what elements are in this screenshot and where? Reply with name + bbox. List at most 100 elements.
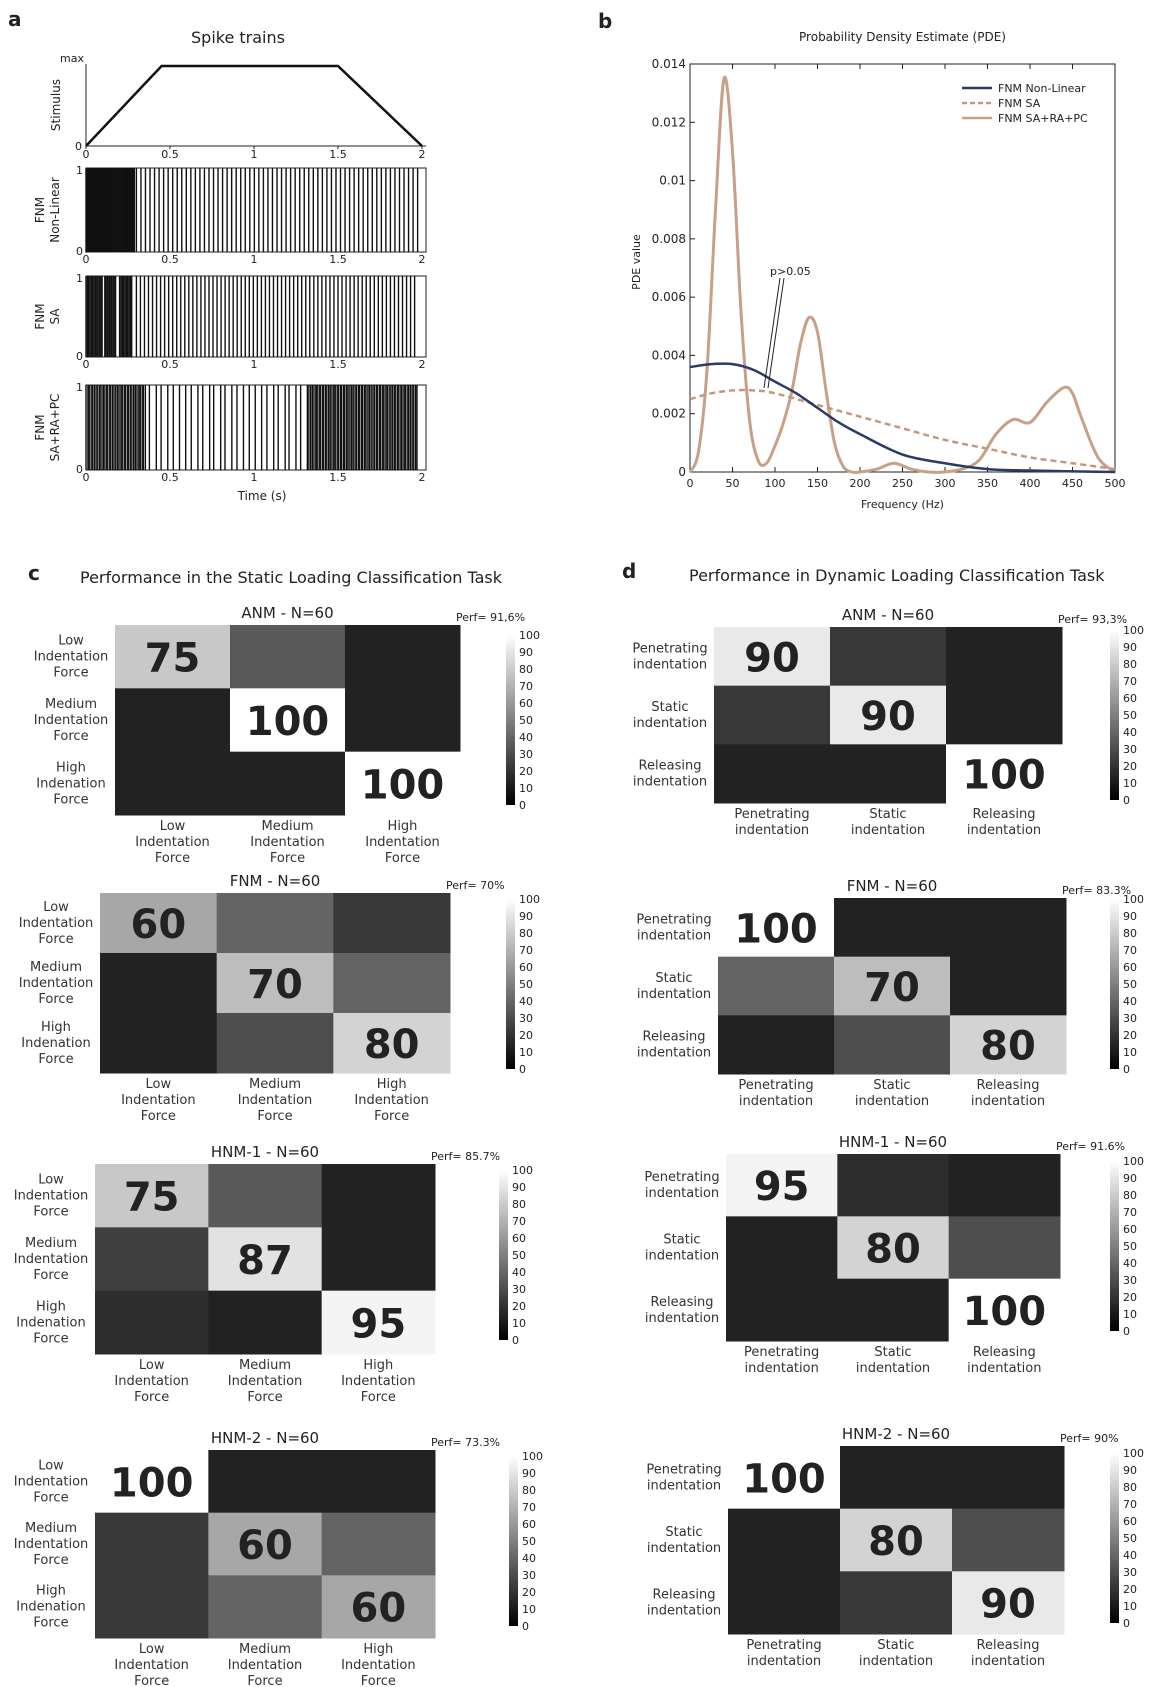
- column-label: indentation: [851, 823, 925, 838]
- colorbar-tick-label: 60: [519, 697, 533, 710]
- raster-ylabel: SA+RA+PC: [48, 394, 62, 462]
- colorbar-tick-label: 10: [522, 1603, 536, 1616]
- matrix-title: HNM-2 - N=60: [842, 1425, 950, 1443]
- row-label: Force: [33, 1268, 68, 1283]
- pde-title: Probability Density Estimate (PDE): [799, 30, 1006, 44]
- row-label: indentation: [645, 1249, 719, 1264]
- column-label: Force: [361, 1390, 396, 1405]
- spike-trains-title: Spike trains: [191, 28, 285, 47]
- raster-x-tick-label: 1.5: [329, 471, 347, 484]
- row-label: Indentation: [14, 1474, 89, 1489]
- column-label: Force: [257, 1109, 292, 1124]
- column-label: Indentation: [354, 1093, 429, 1108]
- row-label: Force: [33, 1553, 68, 1568]
- row-label: Medium: [30, 960, 82, 975]
- raster-ylabel: Non-Linear: [48, 177, 62, 243]
- row-label: Force: [33, 1490, 68, 1505]
- column-label: Indentation: [228, 1658, 303, 1673]
- pde-y-tick-label: 0.008: [652, 232, 686, 246]
- matrix-diagonal-value: 60: [237, 1523, 293, 1569]
- annotation-pointer-line: [763, 277, 781, 389]
- matrix-cell: [216, 893, 334, 954]
- colorbar-tick-label: 50: [519, 978, 533, 991]
- matrix-cell: [208, 1450, 323, 1514]
- raster-x-tick-label: 2: [419, 358, 426, 371]
- column-label: High: [388, 819, 418, 834]
- raster-x-tick-label: 0: [83, 471, 90, 484]
- colorbar-tick-label: 90: [519, 646, 533, 659]
- matrix-cell: [837, 1278, 950, 1342]
- column-label: High: [363, 1642, 393, 1657]
- confusion-matrix-c-fnm: FNM - N=60 Perf= 70%607080LowIndentationF…: [19, 872, 540, 1124]
- row-label: Indenation: [21, 1036, 90, 1051]
- row-label: indentation: [645, 1311, 719, 1326]
- matrix-cell: [728, 1571, 841, 1635]
- legend-label: FNM SA: [998, 97, 1041, 110]
- colorbar-tick-label: 40: [512, 1266, 526, 1279]
- colorbar-tick-label: 60: [1123, 1515, 1137, 1528]
- pde-x-tick-label: 0: [687, 477, 694, 490]
- column-label: Releasing: [973, 1345, 1036, 1360]
- column-label: Indentation: [250, 835, 325, 850]
- matrix-diagonal-value: 95: [754, 1164, 810, 1210]
- pde-x-tick-label: 300: [935, 477, 956, 490]
- column-label: Penetrating: [738, 1078, 813, 1093]
- row-label: indentation: [647, 1604, 721, 1619]
- matrix-diagonal-value: 60: [350, 1586, 406, 1632]
- pde-x-tick-label: 50: [726, 477, 740, 490]
- row-label: indentation: [647, 1478, 721, 1493]
- colorbar-tick-label: 30: [1123, 1566, 1137, 1579]
- row-label: Releasing: [653, 1588, 716, 1603]
- pde-series-fnm-sa-ra-pc: [688, 75, 1116, 475]
- colorbar-tick-label: 0: [1123, 794, 1130, 807]
- raster-x-tick-label: 0.5: [161, 358, 179, 371]
- matrix-title: FNM - N=60: [847, 877, 938, 895]
- matrix-cell: [840, 1508, 953, 1572]
- row-label: Indentation: [14, 1189, 89, 1204]
- colorbar: [506, 635, 515, 805]
- column-label: indentation: [747, 1654, 821, 1669]
- colorbar-tick-label: 30: [519, 748, 533, 761]
- matrix-cell: [728, 1508, 841, 1572]
- confusion-matrix-d-anm: ANM - N=60 Perf= 93,3%9090100Penetratingi…: [632, 606, 1144, 838]
- row-label: Indentation: [14, 1252, 89, 1267]
- colorbar-tick-label: 10: [512, 1317, 526, 1330]
- row-label: indentation: [637, 1046, 711, 1061]
- row-label: Releasing: [639, 759, 702, 774]
- matrix-cell: [728, 1446, 841, 1510]
- matrix-cell: [952, 1446, 1065, 1510]
- matrix-cell: [840, 1571, 953, 1635]
- colorbar: [506, 899, 515, 1069]
- colorbar-tick-label: 60: [1123, 692, 1137, 705]
- matrix-cell: [840, 1446, 953, 1510]
- column-label: Force: [374, 1109, 409, 1124]
- column-label: Static: [869, 807, 906, 822]
- row-label: Force: [53, 666, 88, 681]
- column-label: Low: [146, 1077, 172, 1092]
- column-label: indentation: [859, 1654, 933, 1669]
- colorbar-tick-label: 70: [1123, 1498, 1137, 1511]
- pde-x-tick-label: 200: [850, 477, 871, 490]
- colorbar-tick-label: 70: [522, 1501, 536, 1514]
- matrix-cell: [834, 956, 951, 1016]
- matrix-perf: Perf= 83.3%: [1062, 884, 1131, 897]
- row-label: Force: [38, 932, 73, 947]
- column-label: Force: [385, 851, 420, 866]
- colorbar-tick-label: 0: [1123, 1325, 1130, 1338]
- column-label: Low: [139, 1642, 165, 1657]
- confusion-matrix-d-hnm1: HNM-1 - N=60 Perf= 91.6%9580100Penetratin…: [644, 1133, 1144, 1376]
- column-label: Indentation: [114, 1658, 189, 1673]
- matrix-cell: [948, 1154, 1061, 1217]
- colorbar-tick-label: 30: [522, 1569, 536, 1582]
- panel-letter-b: b: [598, 9, 612, 33]
- colorbar-tick-label: 50: [1123, 709, 1137, 722]
- colorbar-tick-label: 40: [1123, 995, 1137, 1008]
- colorbar-tick-label: 50: [512, 1249, 526, 1262]
- matrix-cell: [95, 1450, 209, 1514]
- matrix-cell: [834, 1015, 951, 1075]
- stimulus-x-tick-label: 0: [83, 148, 90, 161]
- colorbar-tick-label: 20: [512, 1300, 526, 1313]
- colorbar-tick-label: 40: [519, 731, 533, 744]
- panel-d-title: Performance in Dynamic Loading Classific…: [689, 566, 1105, 585]
